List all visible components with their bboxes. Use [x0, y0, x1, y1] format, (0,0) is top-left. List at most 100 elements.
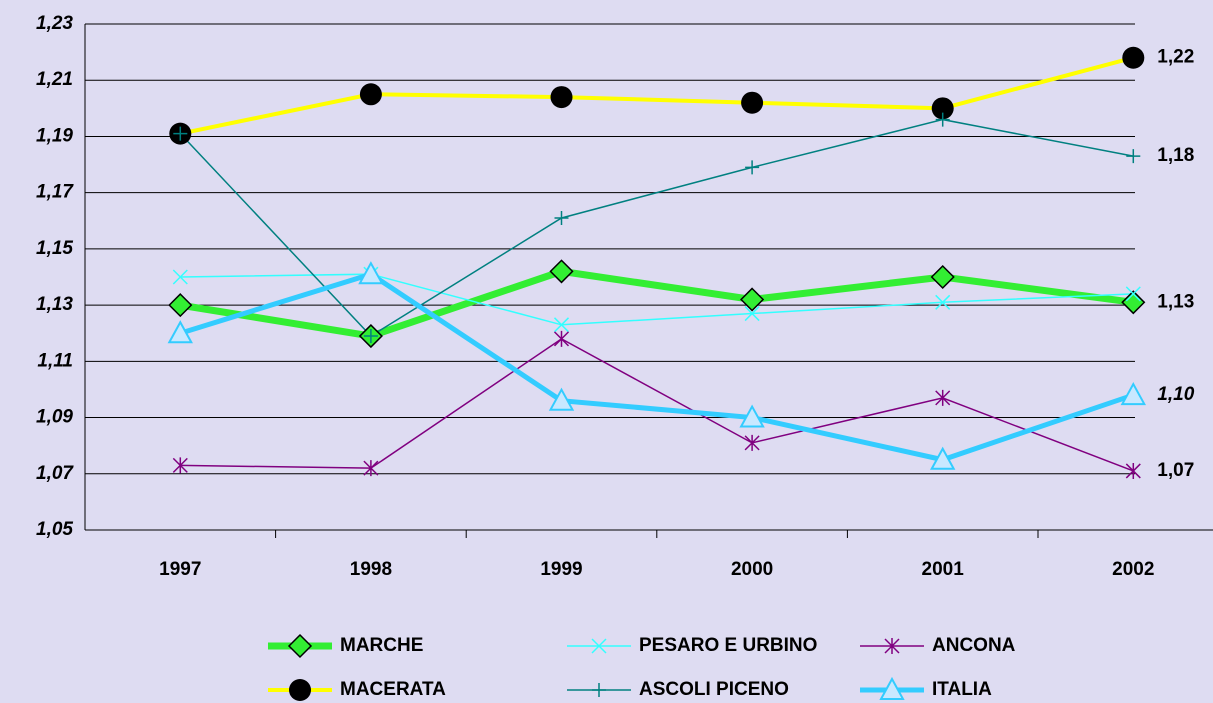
- marker-part: [289, 679, 311, 701]
- x-tick-label: 2002: [1112, 559, 1154, 580]
- series-line: [179, 271, 1135, 463]
- marker-part: [935, 112, 950, 127]
- marker-part: [740, 287, 765, 312]
- legend-entry: MARCHE: [268, 633, 423, 659]
- marker: [1126, 149, 1141, 164]
- legend-entry: ANCONA: [860, 635, 1016, 656]
- marker: [935, 112, 950, 127]
- legend-label: PESARO E URBINO: [639, 635, 817, 656]
- x-tick-label: 2001: [922, 559, 965, 580]
- marker: [289, 679, 311, 701]
- marker-part: [1120, 381, 1146, 406]
- marker: [744, 434, 760, 451]
- legend-label: ITALIA: [932, 679, 992, 700]
- marker: [591, 638, 607, 654]
- marker: [740, 287, 765, 312]
- marker: [553, 330, 570, 347]
- series-line: [180, 273, 1134, 326]
- marker-part: [553, 330, 570, 347]
- series-line: [179, 118, 1134, 337]
- y-tick-label: 1,19: [36, 125, 73, 146]
- marker: [549, 259, 574, 284]
- marker-part: [931, 97, 954, 120]
- marker: [1125, 286, 1141, 302]
- marker-part: [363, 460, 379, 477]
- marker: [1125, 462, 1141, 479]
- marker: [363, 329, 378, 344]
- marker-part: [168, 293, 193, 318]
- y-tick-label: 1,21: [36, 69, 73, 90]
- marker: [745, 160, 760, 175]
- y-tick-label: 1,13: [36, 294, 73, 315]
- marker-part: [1125, 462, 1141, 479]
- series-line: [179, 267, 1134, 340]
- y-tick-label: 1,09: [36, 407, 73, 428]
- marker-part: [592, 683, 606, 697]
- marker: [884, 638, 900, 654]
- marker: [287, 633, 313, 659]
- x-tick-label: 2000: [731, 559, 773, 580]
- x-tick-label: 1998: [350, 559, 392, 580]
- y-tick-label: 1,17: [36, 182, 74, 203]
- x-tick-label: 1997: [159, 559, 201, 580]
- marker-part: [930, 446, 956, 470]
- marker-part: [172, 269, 188, 285]
- marker-part: [1125, 286, 1141, 302]
- marker: [744, 306, 760, 322]
- marker: [172, 457, 188, 474]
- marker: [1122, 46, 1145, 69]
- data-label: 1,07: [1157, 460, 1194, 481]
- marker: [172, 269, 188, 285]
- legend-entry: PESARO E URBINO: [567, 635, 817, 656]
- marker: [739, 404, 765, 428]
- marker-part: [167, 320, 193, 344]
- marker: [363, 460, 379, 477]
- marker: [930, 264, 955, 290]
- marker: [935, 389, 951, 406]
- marker: [930, 446, 956, 470]
- marker-part: [935, 294, 951, 310]
- marker-part: [1121, 290, 1146, 315]
- data-label: 1,13: [1157, 291, 1194, 312]
- marker: [168, 293, 193, 318]
- marker-part: [745, 160, 760, 175]
- y-tick-label: 1,07: [36, 463, 74, 484]
- marker-part: [363, 329, 378, 344]
- marker-part: [739, 404, 765, 428]
- marker-part: [930, 264, 955, 290]
- data-label: 1,10: [1157, 384, 1194, 405]
- marker-part: [879, 676, 905, 700]
- marker: [167, 320, 193, 344]
- legend-label: ASCOLI PICENO: [639, 679, 789, 700]
- marker: [1121, 290, 1146, 315]
- legend-label: ANCONA: [932, 635, 1016, 656]
- y-tick-label: 1,11: [37, 350, 73, 371]
- marker-part: [741, 91, 764, 114]
- marker: [592, 683, 606, 697]
- y-tick-label: 1,15: [36, 238, 73, 259]
- marker-part: [1122, 46, 1145, 69]
- y-tick-label: 1,23: [36, 13, 73, 34]
- legend-label: MACERATA: [340, 679, 446, 700]
- marker-part: [554, 210, 569, 225]
- marker-part: [744, 434, 760, 451]
- series-line: [179, 55, 1134, 136]
- marker: [550, 86, 573, 109]
- marker-part: [884, 638, 900, 654]
- marker: [554, 210, 569, 225]
- marker-part: [359, 83, 382, 106]
- marker: [931, 97, 954, 120]
- y-tick-label: 1,05: [36, 519, 73, 540]
- marker-part: [172, 457, 188, 474]
- marker-part: [553, 317, 570, 333]
- marker: [935, 294, 951, 310]
- legend-entry: ITALIA: [860, 676, 992, 700]
- marker-part: [591, 638, 607, 654]
- marker: [1120, 381, 1146, 406]
- x-tick-label: 1999: [540, 559, 582, 580]
- data-label: 1,18: [1157, 145, 1194, 166]
- series-line: [180, 337, 1134, 472]
- marker: [173, 126, 188, 141]
- marker-part: [935, 389, 951, 406]
